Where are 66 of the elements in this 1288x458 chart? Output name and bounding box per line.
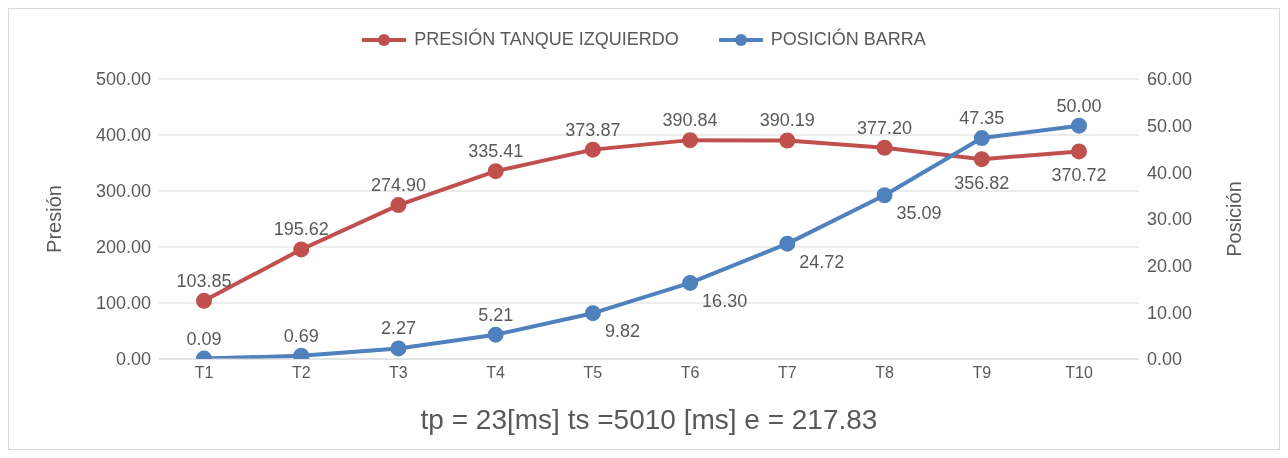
point (779, 235, 796, 252)
data-label: 356.82 (954, 173, 1010, 194)
point (390, 340, 407, 357)
data-label: 195.62 (273, 219, 329, 240)
y-tick-label: 400.00 (95, 125, 151, 146)
data-label: 5.21 (478, 304, 514, 325)
point (487, 326, 504, 343)
data-label: 24.72 (799, 251, 845, 272)
point (876, 187, 893, 204)
point (196, 292, 212, 309)
legend-label: POSICIÓN BARRA (769, 29, 926, 50)
y2-tick-label: 20.00 (1147, 256, 1193, 277)
x-tick-label: T6 (680, 364, 700, 382)
data-label: 2.27 (380, 318, 416, 339)
data-label: 390.19 (759, 110, 815, 131)
x-axis-title: tp = 23[ms] ts =5010 [ms] e = 217.83 (420, 404, 878, 435)
y-tick-label: 100.00 (95, 293, 151, 314)
x-tick-label: T10 (1065, 364, 1093, 382)
point (584, 305, 601, 322)
x-tick-label: T2 (291, 364, 311, 382)
data-label: 35.09 (896, 203, 942, 224)
y2-tick-label: 0.00 (1147, 349, 1183, 370)
y2-tick-label: 30.00 (1147, 209, 1193, 230)
data-label: 103.85 (176, 270, 232, 291)
x-tick-label: T4 (486, 364, 506, 382)
point (973, 151, 990, 168)
y-tick-label: 200.00 (95, 237, 151, 258)
y-axis-title: Presión (43, 185, 66, 253)
point (876, 139, 893, 156)
y2-tick-label: 40.00 (1147, 162, 1193, 183)
point (682, 132, 699, 149)
data-label: 9.82 (604, 321, 640, 342)
y2-axis-title: Posición (1223, 181, 1246, 257)
x-tick-label: T3 (389, 364, 408, 382)
point (293, 241, 310, 258)
x-tick-label: T5 (583, 364, 603, 382)
data-label: 373.87 (565, 119, 621, 140)
x-tick-label: T7 (778, 364, 797, 382)
y-tick-label: 300.00 (95, 181, 151, 202)
data-label: 50.00 (1056, 95, 1102, 116)
data-label: 390.84 (662, 110, 718, 131)
data-label: 335.41 (468, 141, 524, 162)
data-label: 0.69 (283, 325, 319, 346)
data-label: 377.20 (857, 117, 913, 138)
y-tick-label: 500.00 (95, 69, 151, 90)
point (487, 163, 504, 180)
point (973, 130, 990, 147)
point (390, 197, 407, 214)
legend-label: PRESIÓN TANQUE IZQUIERDO (413, 29, 679, 50)
data-label: 16.30 (702, 290, 748, 311)
data-label: 370.72 (1051, 165, 1107, 186)
y2-tick-label: 50.00 (1147, 116, 1193, 137)
x-tick-label: T8 (875, 364, 894, 382)
y2-tick-label: 60.00 (1147, 69, 1193, 90)
point (1071, 117, 1087, 134)
y2-tick-label: 10.00 (1147, 302, 1193, 323)
point (584, 141, 601, 158)
point (1071, 143, 1087, 160)
point (682, 274, 699, 291)
data-label: 47.35 (959, 108, 1005, 129)
y-tick-label: 0.00 (115, 349, 151, 370)
x-tick-label: T1 (194, 364, 214, 382)
x-tick-label: T9 (972, 364, 992, 382)
data-label: 0.09 (186, 328, 222, 349)
point (779, 132, 796, 149)
data-label: 274.90 (370, 175, 426, 196)
